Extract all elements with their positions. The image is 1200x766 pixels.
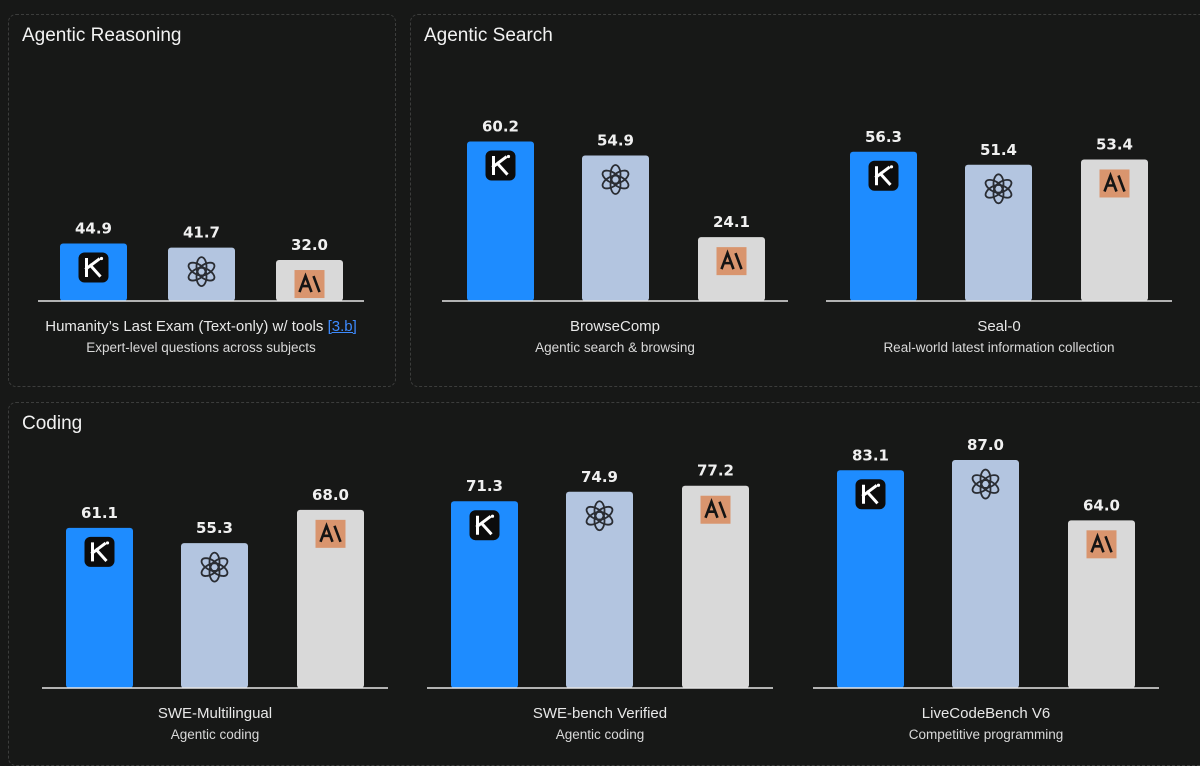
kimi-logo-icon [855,479,886,510]
anthropic-logo-icon [1099,169,1130,198]
bar-openai [582,155,649,301]
bar-kimi [837,470,904,688]
chart-seal0-title: Seal-0 [977,318,1021,335]
value-label-kimi: 71.3 [466,477,503,495]
section-title-coding: Coding [22,413,83,434]
bar-anthropic [297,509,364,688]
value-label-anthropic: 64.0 [1083,496,1120,514]
bar-openai [566,491,633,688]
value-label-openai: 74.9 [581,468,618,486]
panel-agentic-reasoning: Agentic Reasoning [8,14,396,387]
value-label-anthropic: 68.0 [312,486,349,504]
value-label-openai: 87.0 [967,436,1004,454]
chart-browsecomp-caption: BrowseComp Agentic search & browsing [442,318,788,355]
value-label-kimi: 83.1 [852,446,889,464]
bar-kimi [451,501,518,688]
chart-hle: 44.9 41.7 32.0 Humanity’s Last Exam (Text-… [38,0,364,380]
bar-openai [168,247,235,301]
value-label-openai: 55.3 [196,519,233,537]
value-label-kimi: 60.2 [482,117,519,135]
bar-openai [952,460,1019,688]
openai-logo-icon [984,173,1013,205]
value-label-openai: 51.4 [980,141,1017,159]
chart-browsecomp: 60.2 54.9 24.1 BrowseComp Agentic search &… [442,0,788,380]
value-label-kimi: 61.1 [81,504,118,522]
anthropic-logo-icon [315,519,346,548]
kimi-logo-icon [84,536,115,567]
bar-openai [965,164,1032,301]
chart-hle-caption: Humanity’s Last Exam (Text-only) w/ tool… [38,318,364,355]
chart-swe-bench-verified-svg: 71.3 74.9 77.2 [427,462,773,689]
chart-swe-bench-verified: 71.3 74.9 77.2 SWE-bench Verified Agentic … [427,0,773,754]
chart-livecodebench-caption: LiveCodeBench V6 Competitive programming [813,705,1159,742]
chart-seal0-subtitle: Real-world latest information collection [883,340,1115,355]
kimi-logo-icon [469,510,500,541]
bar-anthropic [1081,159,1148,301]
bar-kimi [467,141,534,301]
chart-hle-subtitle: Expert-level questions across subjects [86,340,316,355]
chart-livecodebench-svg: 83.1 87.0 64.0 [813,436,1159,689]
value-label-openai: 41.7 [183,224,220,242]
chart-hle-title: Humanity’s Last Exam (Text-only) w/ tool… [45,318,324,335]
anthropic-logo-icon [1086,530,1117,559]
openai-logo-icon [585,500,614,532]
kimi-logo-icon [868,160,899,191]
openai-logo-icon [971,468,1000,500]
anthropic-logo-icon [294,270,325,299]
bar-openai [181,543,248,688]
chart-hle-reference-link[interactable]: [3.b] [327,318,357,335]
chart-swe-bench-verified-caption: SWE-bench Verified Agentic coding [427,705,773,742]
chart-livecodebench: 83.1 87.0 64.0 LiveCodeBench V6 Competitiv… [813,0,1159,754]
chart-livecodebench-title: LiveCodeBench V6 [921,705,1051,722]
bar-kimi [66,527,133,688]
chart-swe-bench-verified-title: SWE-bench Verified [532,705,668,722]
section-title-agentic-reasoning: Agentic Reasoning [22,25,182,46]
chart-hle-svg: 44.9 41.7 32.0 [38,220,364,302]
bar-anthropic [682,485,749,688]
chart-seal0-svg: 56.3 51.4 53.4 [826,128,1172,302]
value-label-kimi: 56.3 [865,128,902,146]
chart-swe-multilingual-title: SWE-Multilingual [157,705,273,722]
value-label-anthropic: 53.4 [1096,135,1133,153]
value-label-anthropic: 77.2 [697,462,734,480]
chart-livecodebench-subtitle: Competitive programming [908,727,1064,742]
chart-swe-multilingual-svg: 61.1 55.3 68.0 [42,486,388,689]
openai-logo-icon [187,256,216,288]
chart-browsecomp-title: BrowseComp [569,318,661,335]
value-label-openai: 54.9 [597,132,634,150]
panel-agentic-search: Agentic Search [410,14,1200,387]
value-label-kimi: 44.9 [75,220,112,238]
chart-swe-multilingual-caption: SWE-Multilingual Agentic coding [42,705,388,742]
chart-swe-multilingual: 61.1 55.3 68.0 SWE-Multilingual Agentic co… [42,0,388,754]
kimi-logo-icon [485,150,516,181]
bar-kimi [850,151,917,301]
anthropic-logo-icon [700,495,731,524]
chart-swe-bench-verified-subtitle: Agentic coding [555,727,645,742]
bar-anthropic [1068,520,1135,688]
chart-browsecomp-svg: 60.2 54.9 24.1 [442,117,788,302]
chart-swe-multilingual-subtitle: Agentic coding [170,727,260,742]
chart-seal0-caption: Seal-0 Real-world latest information col… [826,318,1172,355]
value-label-anthropic: 32.0 [291,236,328,254]
kimi-logo-icon [78,252,109,283]
value-label-anthropic: 24.1 [713,213,750,231]
section-title-agentic-search: Agentic Search [424,25,553,46]
chart-seal0: 56.3 51.4 53.4 Seal-0 Real-world latest in… [826,0,1172,380]
anthropic-logo-icon [716,247,747,276]
openai-logo-icon [601,164,630,195]
chart-browsecomp-subtitle: Agentic search & browsing [535,340,695,355]
openai-logo-icon [200,551,229,583]
